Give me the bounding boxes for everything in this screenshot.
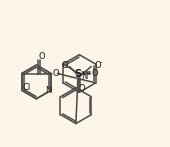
Text: O: O bbox=[53, 69, 59, 78]
Text: O: O bbox=[92, 70, 98, 78]
Text: Cl: Cl bbox=[23, 83, 31, 92]
Text: O: O bbox=[39, 52, 45, 61]
Text: O: O bbox=[79, 84, 86, 93]
Text: O: O bbox=[94, 61, 101, 70]
Text: N: N bbox=[81, 72, 88, 81]
Text: -: - bbox=[100, 60, 103, 66]
Text: N: N bbox=[45, 86, 51, 95]
Text: O: O bbox=[61, 61, 68, 70]
Text: S: S bbox=[74, 69, 81, 79]
Text: +: + bbox=[86, 71, 91, 76]
